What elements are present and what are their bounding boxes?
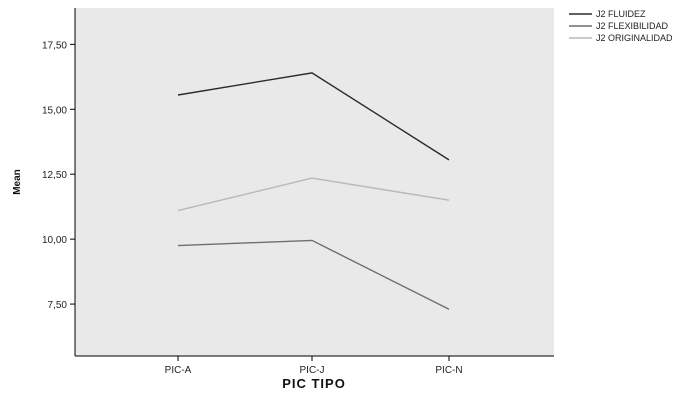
legend-label-2: J2 FLEXIBILIDAD xyxy=(596,21,669,31)
legend: J2 FLUIDEZ J2 FLEXIBILIDAD J2 ORIGINALIDAD xyxy=(569,9,673,43)
y-tick-label: 10,00 xyxy=(42,235,67,246)
series-line-1 xyxy=(177,72,450,161)
x-axis-ticks: PIC-A PIC-J PIC-N xyxy=(165,356,463,376)
x-tick-label: PIC-J xyxy=(300,365,325,376)
y-axis-ticks: 7,50 10,00 12,50 15,00 17,50 xyxy=(42,40,75,311)
x-tick-label: PIC-A xyxy=(165,365,192,376)
y-axis-title: Mean xyxy=(12,169,23,195)
series-line-2 xyxy=(177,239,450,310)
y-tick-label: 12,50 xyxy=(42,170,67,181)
y-tick-label: 15,00 xyxy=(42,105,67,116)
y-tick-label: 17,50 xyxy=(42,40,67,51)
series-layer xyxy=(177,72,450,310)
legend-label-1: J2 FLUIDEZ xyxy=(596,9,646,19)
series-line-3 xyxy=(177,177,450,212)
plot-area xyxy=(75,8,554,356)
x-axis-title: PIC TIPO xyxy=(282,376,346,391)
legend-label-3: J2 ORIGINALIDAD xyxy=(596,33,673,43)
x-tick-label: PIC-N xyxy=(435,365,462,376)
y-tick-label: 7,50 xyxy=(48,300,68,311)
